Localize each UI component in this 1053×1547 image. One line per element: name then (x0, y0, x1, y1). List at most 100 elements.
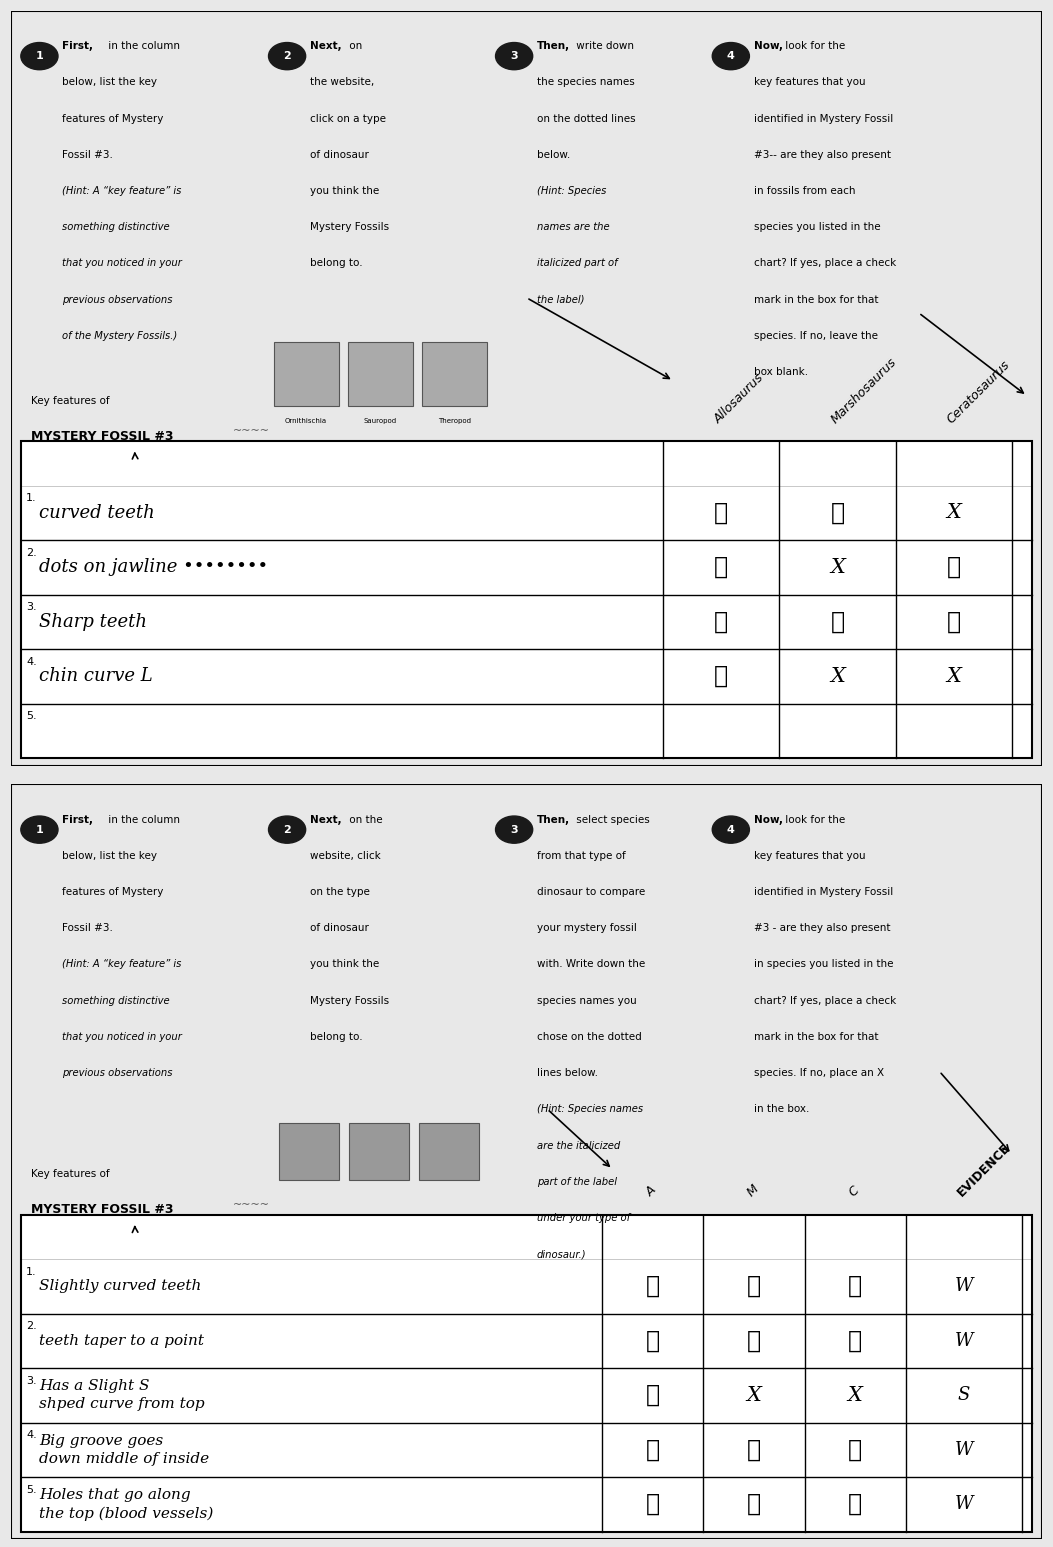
Text: dinosaur to compare: dinosaur to compare (537, 886, 645, 897)
Circle shape (269, 815, 305, 843)
Text: in the box.: in the box. (754, 1105, 809, 1114)
Text: ✓: ✓ (848, 1275, 862, 1298)
Text: ~~~~: ~~~~ (233, 1199, 270, 1210)
Text: (Hint: Species: (Hint: Species (537, 186, 607, 196)
FancyBboxPatch shape (419, 1123, 479, 1180)
FancyBboxPatch shape (347, 342, 413, 407)
Text: Next,: Next, (310, 42, 341, 51)
Text: ✓: ✓ (714, 665, 729, 688)
Text: Now,: Now, (754, 815, 782, 825)
Text: W: W (955, 1440, 973, 1459)
Text: ✓: ✓ (848, 1493, 862, 1516)
Text: (Hint: A “key feature” is: (Hint: A “key feature” is (62, 959, 181, 970)
Circle shape (269, 42, 305, 70)
Text: with. Write down the: with. Write down the (537, 959, 645, 970)
Circle shape (21, 815, 58, 843)
Text: X: X (947, 503, 961, 523)
Text: that you noticed in your: that you noticed in your (62, 1032, 182, 1043)
Text: of dinosaur: of dinosaur (310, 924, 369, 933)
Text: chin curve L: chin curve L (39, 667, 153, 685)
Text: belong to.: belong to. (310, 258, 362, 269)
Text: X: X (830, 558, 845, 577)
Text: in the column: in the column (105, 815, 180, 825)
Text: previous observations: previous observations (62, 1067, 173, 1078)
Text: curved teeth: curved teeth (39, 504, 155, 521)
Text: Slightly curved teeth: Slightly curved teeth (39, 1279, 202, 1293)
Text: dots on jawline ••••••••: dots on jawline •••••••• (39, 558, 269, 577)
Text: features of Mystery: features of Mystery (62, 113, 163, 124)
Text: ✓: ✓ (947, 555, 960, 579)
Text: from that type of: from that type of (537, 851, 625, 860)
FancyBboxPatch shape (21, 441, 1032, 758)
Text: X: X (947, 667, 961, 685)
Text: Now,: Now, (754, 42, 782, 51)
Text: ✓: ✓ (747, 1275, 761, 1298)
Text: 1: 1 (36, 825, 43, 835)
Text: the label): the label) (537, 294, 584, 305)
Text: W: W (955, 1278, 973, 1295)
Text: on the dotted lines: on the dotted lines (537, 113, 635, 124)
Text: X: X (848, 1386, 862, 1405)
Text: on the type: on the type (310, 886, 370, 897)
Text: chose on the dotted: chose on the dotted (537, 1032, 641, 1043)
Text: M: M (744, 1183, 761, 1199)
Text: Holes that go along: Holes that go along (39, 1488, 191, 1502)
FancyBboxPatch shape (279, 1123, 339, 1180)
Text: teeth taper to a point: teeth taper to a point (39, 1334, 204, 1347)
Text: species. If no, leave the: species. If no, leave the (754, 331, 877, 340)
Text: click on a type: click on a type (310, 113, 385, 124)
Text: Allosaurus: Allosaurus (712, 371, 767, 425)
Text: italicized part of: italicized part of (537, 258, 617, 269)
Text: ✓: ✓ (714, 611, 729, 633)
Text: the species names: the species names (537, 77, 635, 87)
Text: Key features of: Key features of (32, 1170, 110, 1179)
Text: 2: 2 (283, 51, 291, 62)
Text: ✓: ✓ (831, 501, 845, 524)
Text: 3: 3 (511, 825, 518, 835)
Text: Big groove goes: Big groove goes (39, 1434, 163, 1448)
Text: ✓: ✓ (831, 611, 845, 633)
Text: EVIDENCE: EVIDENCE (955, 1142, 1013, 1199)
Text: ✓: ✓ (645, 1493, 660, 1516)
Text: mark in the box for that: mark in the box for that (754, 1032, 878, 1043)
Text: 3: 3 (511, 51, 518, 62)
Text: MYSTERY FOSSIL #3: MYSTERY FOSSIL #3 (32, 430, 174, 442)
FancyBboxPatch shape (422, 342, 488, 407)
Text: 3.: 3. (26, 602, 37, 613)
Text: Sauropod: Sauropod (363, 418, 397, 424)
Text: ~~~~: ~~~~ (233, 425, 270, 436)
Text: species names you: species names you (537, 996, 637, 1006)
Text: chart? If yes, place a check: chart? If yes, place a check (754, 996, 896, 1006)
Text: something distinctive: something distinctive (62, 223, 170, 232)
Text: A: A (643, 1185, 659, 1199)
Text: Then,: Then, (537, 42, 570, 51)
Text: look for the: look for the (782, 42, 846, 51)
Text: the top (blood vessels): the top (blood vessels) (39, 1507, 214, 1521)
Text: 4.: 4. (26, 1429, 37, 1440)
Text: X: X (747, 1386, 761, 1405)
FancyBboxPatch shape (349, 1123, 409, 1180)
Text: Ornithischia: Ornithischia (284, 418, 326, 424)
Text: Mystery Fossils: Mystery Fossils (310, 996, 389, 1006)
Text: 1: 1 (36, 51, 43, 62)
Circle shape (712, 42, 750, 70)
Text: shped curve from top: shped curve from top (39, 1397, 205, 1411)
Text: First,: First, (62, 815, 93, 825)
Text: 2.: 2. (26, 548, 37, 557)
Text: ✓: ✓ (714, 555, 729, 579)
Text: 5.: 5. (26, 712, 37, 721)
Text: something distinctive: something distinctive (62, 996, 170, 1006)
Text: 4.: 4. (26, 656, 37, 667)
Text: Fossil #3.: Fossil #3. (62, 150, 113, 159)
Text: 4: 4 (727, 825, 735, 835)
Text: Has a Slight S: Has a Slight S (39, 1380, 150, 1394)
Text: under your type of: under your type of (537, 1213, 630, 1224)
Text: names are the: names are the (537, 223, 610, 232)
Text: down middle of inside: down middle of inside (39, 1453, 210, 1467)
Text: in the column: in the column (105, 42, 180, 51)
Text: website, click: website, click (310, 851, 380, 860)
Circle shape (712, 815, 750, 843)
Text: mark in the box for that: mark in the box for that (754, 294, 878, 305)
Text: select species: select species (573, 815, 650, 825)
Text: Theropod: Theropod (438, 418, 471, 424)
